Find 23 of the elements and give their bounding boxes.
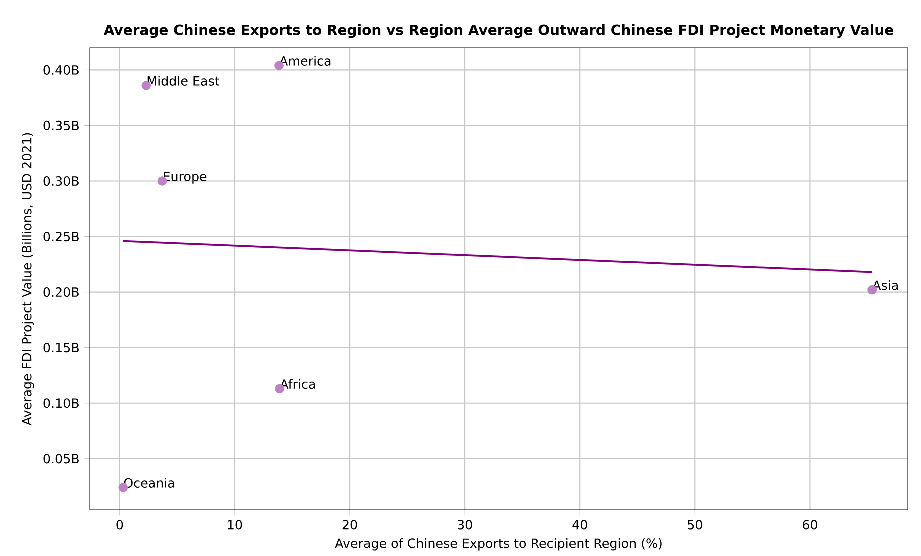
- y-tick-label: 0.15B: [44, 343, 79, 353]
- y-axis-title: Average FDI Project Value (Billions, USD 2021): [22, 133, 34, 426]
- y-tick-label: 0.05B: [44, 454, 79, 464]
- annotation: Europe: [164, 172, 207, 184]
- x-tick-label: 60: [803, 520, 818, 530]
- annotation: Middle East: [148, 76, 220, 86]
- x-axis-title: Average of Chinese Exports to Recipient Region (%): [335, 538, 662, 551]
- chart-title: Average Chinese Exports to Region vs Region Average Outward Chinese FDI Project Monetary Value: [104, 24, 894, 38]
- y-tick-label: 0.20B: [44, 288, 79, 298]
- annotation: America: [280, 56, 331, 66]
- x-tick-label: 40: [572, 520, 588, 530]
- x-tick-label: 20: [342, 520, 358, 530]
- y-tick-label: 0.30B: [44, 176, 79, 186]
- x-tick-label: 0: [116, 520, 124, 530]
- x-tick-label: 10: [228, 520, 242, 530]
- y-tick-label: 0.35B: [44, 120, 79, 131]
- x-tick-label: 50: [688, 520, 702, 530]
- y-tick-label: 0.40B: [44, 65, 79, 75]
- y-tick-label: 0.25B: [44, 232, 79, 242]
- annotation: Oceania: [124, 478, 174, 488]
- annotation: Africa: [280, 379, 316, 390]
- y-tick-label: 0.10B: [44, 398, 79, 408]
- x-tick-label: 30: [458, 520, 472, 530]
